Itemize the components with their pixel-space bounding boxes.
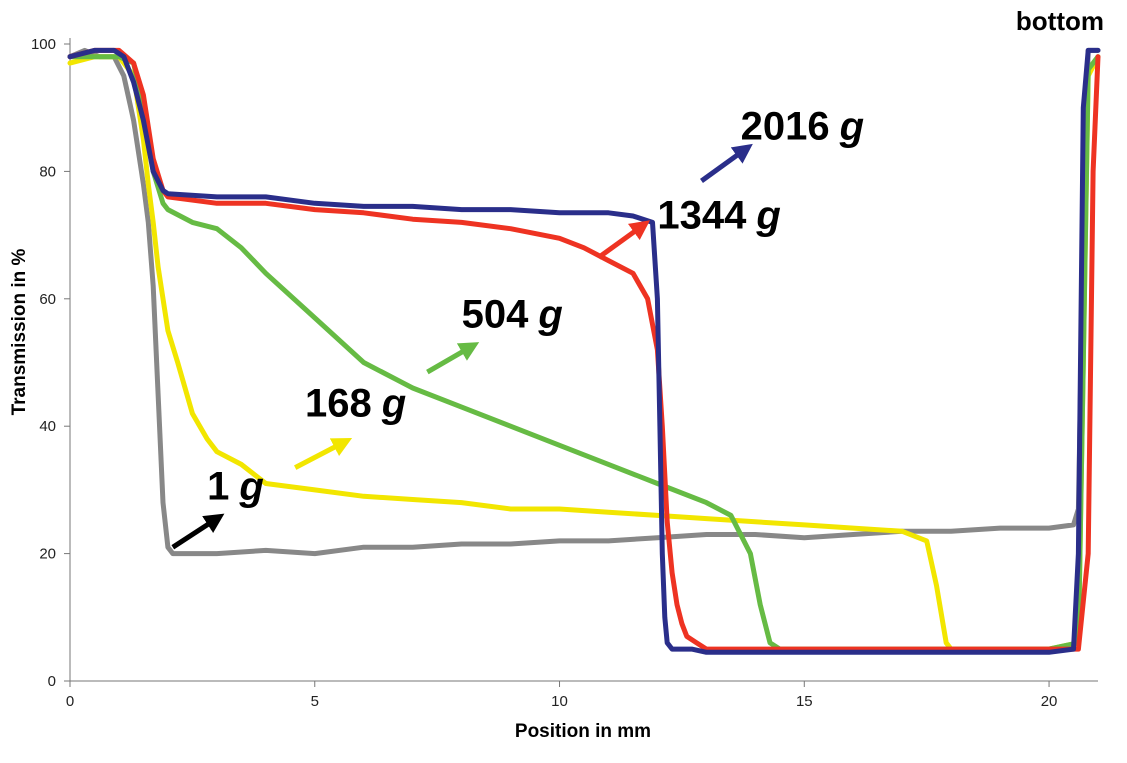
y-tick-label: 20 [39, 546, 56, 563]
annotation-unit: g [839, 105, 864, 149]
annotation-value: 2016 [741, 105, 830, 149]
annotation-arrow-3 [597, 220, 651, 260]
annotation-arrow-0 [171, 513, 225, 550]
annotation-label-1: 168 g [305, 382, 406, 426]
x-tick-label: 10 [551, 693, 568, 710]
x-tick-label: 5 [311, 693, 319, 710]
annotation-value: 1344 [657, 194, 747, 238]
annotation-unit: g [238, 464, 263, 508]
y-axis-title: Transmission in % [9, 248, 30, 415]
y-tick-label: 100 [31, 36, 56, 53]
annotation-label-2: 504 g [462, 292, 563, 336]
annotation-unit: g [381, 382, 406, 426]
annotation-unit: g [537, 292, 562, 336]
annotation-arrow-1 [294, 437, 353, 470]
series-line-0 [67, 47, 1101, 557]
x-tick-label: 15 [796, 693, 813, 710]
x-tick-label: 0 [66, 693, 74, 710]
x-tick-label: 20 [1041, 693, 1058, 710]
series-line-1 [67, 54, 1101, 652]
series-line-4 [67, 47, 1101, 655]
x-axis-title: Position in mm [515, 721, 651, 742]
y-tick-label: 40 [39, 418, 56, 435]
bottom-label: bottom [1016, 6, 1104, 36]
y-tick-label: 0 [48, 673, 56, 690]
annotation-value: 504 [462, 292, 529, 336]
annotation-arrow-4 [700, 143, 753, 183]
y-tick-label: 60 [39, 291, 56, 308]
annotation-value: 168 [305, 382, 372, 426]
axes: 0 5 10 15 20 0 20 40 60 80 100 [31, 36, 1098, 710]
y-tick-label: 80 [39, 163, 56, 180]
annotation-unit: g [755, 194, 780, 238]
annotation-label-3: 1344 g [657, 194, 780, 238]
plot-area [67, 47, 1101, 655]
series-line-3 [67, 47, 1101, 652]
annotation-value: 1 [207, 464, 229, 508]
annotation-arrow-2 [426, 342, 480, 375]
annotation-label-4: 2016 g [741, 105, 864, 149]
series-line-2 [67, 54, 1101, 652]
